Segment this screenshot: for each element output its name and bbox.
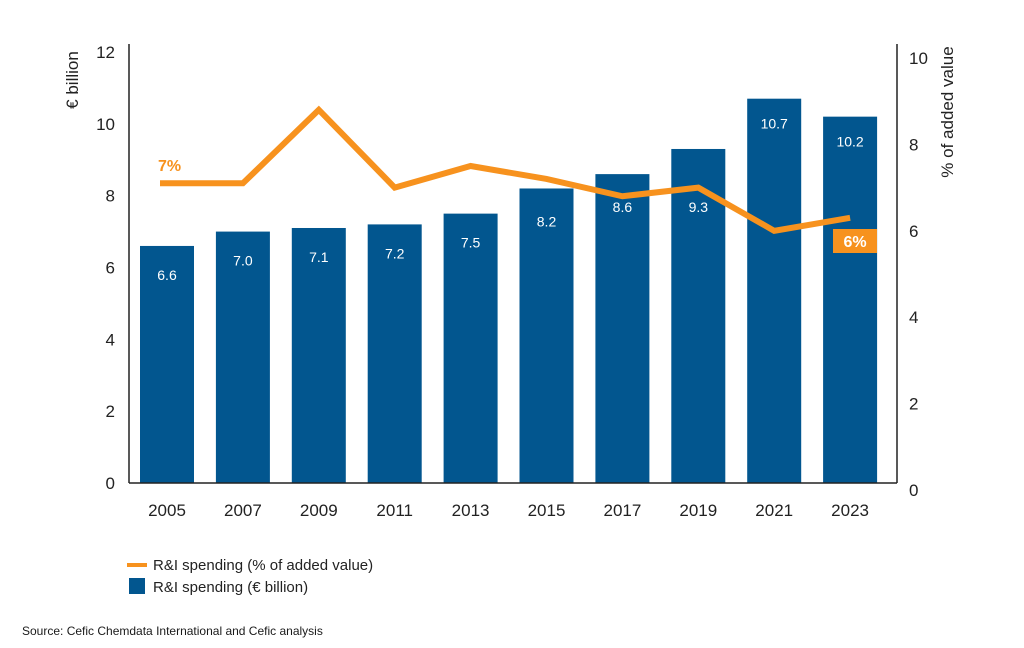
bar-2011 <box>368 224 422 483</box>
first-line-label: 7% <box>158 158 181 175</box>
bar-2013 <box>444 214 498 483</box>
x-tick-label: 2009 <box>300 501 338 520</box>
left-tick-label: 0 <box>106 474 115 493</box>
bar-value-label: 8.2 <box>537 213 557 229</box>
bar-value-label: 8.6 <box>613 199 633 215</box>
left-tick-label: 12 <box>96 43 115 62</box>
x-tick-label: 2023 <box>831 501 869 520</box>
x-tick-label: 2019 <box>679 501 717 520</box>
legend-line-label: R&I spending (% of added value) <box>153 557 373 574</box>
bar-value-label: 10.2 <box>836 134 863 150</box>
line-series-percent <box>160 110 850 231</box>
right-axis-title: % of added value <box>938 46 957 177</box>
right-tick-label: 6 <box>909 222 918 241</box>
x-tick-label: 2007 <box>224 501 262 520</box>
bar-2023 <box>823 117 877 483</box>
bar-2007 <box>216 232 270 483</box>
bar-value-label: 10.7 <box>761 116 788 132</box>
bar-2009 <box>292 228 346 483</box>
bar-value-label: 7.0 <box>233 253 253 269</box>
x-tick-label: 2013 <box>452 501 490 520</box>
left-tick-label: 4 <box>106 330 115 349</box>
left-tick-label: 6 <box>106 259 115 278</box>
right-tick-label: 10 <box>909 49 928 68</box>
bar-2015 <box>520 188 574 483</box>
bar-value-label: 9.3 <box>689 199 709 215</box>
x-tick-label: 2011 <box>376 501 413 520</box>
x-tick-label: 2021 <box>755 501 793 520</box>
left-tick-label: 2 <box>106 402 115 421</box>
bar-value-label: 7.1 <box>309 249 329 265</box>
left-axis-title: € billion <box>63 51 82 109</box>
source-note: Source: Cefic Chemdata International and… <box>22 624 323 638</box>
right-tick-label: 0 <box>909 481 918 500</box>
legend-bar-label: R&I spending (€ billion) <box>153 579 308 596</box>
left-tick-label: 8 <box>106 187 115 206</box>
x-tick-label: 2005 <box>148 501 186 520</box>
bar-2017 <box>595 174 649 483</box>
last-line-label: 6% <box>843 234 866 251</box>
x-tick-label: 2017 <box>603 501 641 520</box>
right-tick-label: 4 <box>909 308 918 327</box>
bar-2021 <box>747 99 801 483</box>
bar-value-label: 7.5 <box>461 235 481 251</box>
bar-value-label: 6.6 <box>157 267 177 283</box>
right-tick-label: 8 <box>909 135 918 154</box>
x-tick-label: 2015 <box>528 501 566 520</box>
right-tick-label: 2 <box>909 395 918 414</box>
left-tick-label: 10 <box>96 115 115 134</box>
legend-bar-swatch <box>129 578 145 594</box>
bar-value-label: 7.2 <box>385 245 405 261</box>
